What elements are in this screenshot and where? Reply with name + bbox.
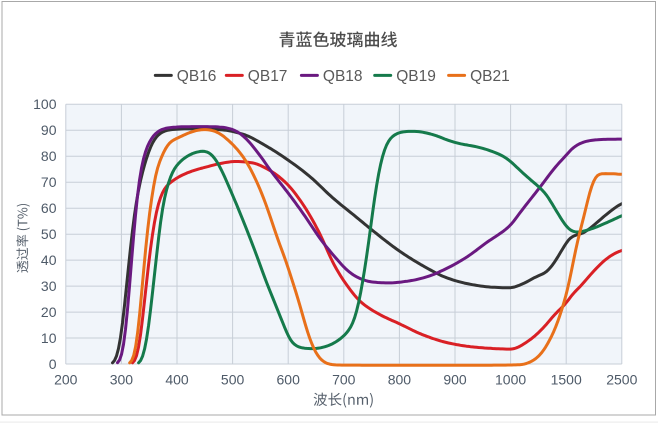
svg-text:20: 20 — [41, 304, 57, 320]
svg-text:80: 80 — [41, 148, 57, 164]
svg-text:40: 40 — [41, 252, 57, 268]
svg-text:700: 700 — [332, 371, 356, 387]
svg-text:10: 10 — [41, 330, 57, 346]
svg-text:0: 0 — [49, 356, 57, 372]
svg-text:200: 200 — [54, 371, 78, 387]
svg-text:QB21: QB21 — [470, 68, 510, 85]
svg-text:300: 300 — [110, 371, 134, 387]
svg-text:2500: 2500 — [606, 371, 637, 387]
svg-text:900: 900 — [443, 371, 467, 387]
svg-text:1000: 1000 — [495, 371, 526, 387]
svg-text:400: 400 — [165, 371, 189, 387]
svg-text:QB17: QB17 — [248, 68, 288, 85]
svg-text:QB16: QB16 — [177, 68, 217, 85]
svg-text:600: 600 — [277, 371, 301, 387]
svg-text:800: 800 — [388, 371, 412, 387]
svg-text:100: 100 — [33, 96, 57, 112]
svg-text:90: 90 — [41, 122, 57, 138]
svg-text:1500: 1500 — [551, 371, 582, 387]
svg-text:500: 500 — [221, 371, 245, 387]
svg-text:30: 30 — [41, 278, 57, 294]
svg-text:QB18: QB18 — [323, 68, 363, 85]
svg-text:50: 50 — [41, 226, 57, 242]
svg-text:QB19: QB19 — [396, 68, 436, 85]
svg-text:60: 60 — [41, 200, 57, 216]
svg-text:70: 70 — [41, 174, 57, 190]
